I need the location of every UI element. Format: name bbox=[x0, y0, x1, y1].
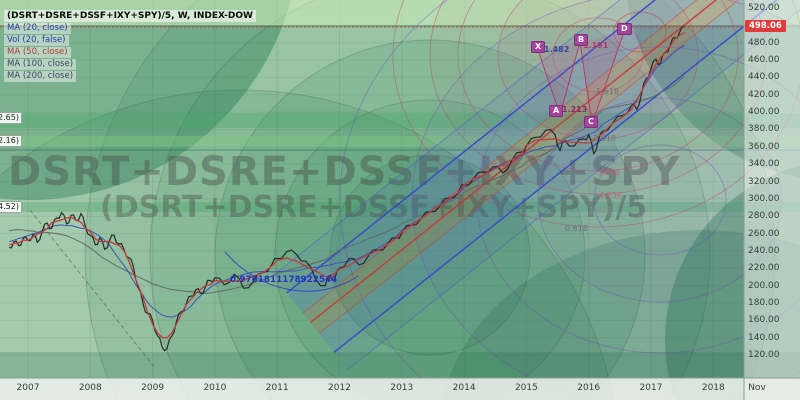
price-label: 280.00 bbox=[748, 211, 780, 222]
time-label: Nov bbox=[748, 383, 766, 393]
fib-band-3[interactable] bbox=[0, 202, 800, 212]
bg-ellipse-bottom bbox=[443, 230, 800, 400]
grid-lines bbox=[0, 0, 744, 378]
bottom-band bbox=[0, 352, 800, 378]
xabcd-pattern[interactable] bbox=[537, 31, 625, 125]
price-axis[interactable]: 520.00500.00480.00460.00440.00420.00400.… bbox=[744, 0, 800, 378]
time-label: 2018 bbox=[701, 383, 725, 393]
point-label-A[interactable]: A bbox=[549, 105, 564, 117]
price-label: 160.00 bbox=[748, 315, 780, 326]
price-label: 420.00 bbox=[748, 89, 780, 100]
time-label: 2009 bbox=[141, 383, 165, 393]
fib-band-1[interactable] bbox=[0, 113, 800, 128]
left-level-label[interactable]: 2.16) bbox=[0, 135, 22, 148]
fib-level-label[interactable]: 1.618 bbox=[596, 87, 619, 96]
price-label: 520.00 bbox=[748, 3, 780, 13]
time-label: 2017 bbox=[639, 383, 663, 393]
price-label: 340.00 bbox=[748, 159, 780, 170]
price-axis-strip bbox=[744, 0, 800, 400]
time-label: 2013 bbox=[390, 383, 414, 393]
legend: (DSRT+DSRE+DSSF+IXY+SPY)/5, W, INDEX-DOW… bbox=[4, 3, 256, 83]
time-label: 2011 bbox=[265, 383, 289, 393]
price-label: 480.00 bbox=[748, 37, 780, 48]
fib-band-2[interactable] bbox=[0, 136, 800, 147]
price-label: 240.00 bbox=[748, 245, 780, 256]
time-label: 2014 bbox=[452, 383, 476, 393]
indicator-label[interactable]: MA (20, close) bbox=[4, 23, 71, 35]
channel-value-label[interactable]: 0.9761811178922544 bbox=[230, 275, 338, 285]
time-label: 2007 bbox=[16, 383, 40, 393]
point-label-C[interactable]: C bbox=[584, 116, 598, 128]
pitchfork-channel[interactable] bbox=[272, 0, 800, 370]
price-label: 300.00 bbox=[748, 193, 780, 204]
price-label: 400.00 bbox=[748, 107, 780, 118]
indicator-label[interactable]: MA (100, close) bbox=[4, 59, 77, 71]
time-axis[interactable]: 2007 2008 2009 2010 2011 2012 2013 2014 2015 2016… bbox=[0, 378, 800, 400]
fib-level-label[interactable]: 3.618 bbox=[597, 168, 620, 177]
left-level-label[interactable]: 4.52) bbox=[0, 201, 22, 214]
price-label: 320.00 bbox=[748, 176, 780, 187]
point-label-B[interactable]: B bbox=[574, 34, 589, 46]
time-label: 2008 bbox=[78, 383, 102, 393]
fib-level-label[interactable]: 2.618 bbox=[593, 134, 616, 143]
time-label: 2010 bbox=[203, 383, 227, 393]
trend-line-dashed[interactable] bbox=[29, 209, 156, 369]
price-label: 260.00 bbox=[748, 228, 780, 239]
price-label: 120.00 bbox=[748, 350, 780, 360]
time-label: 2016 bbox=[577, 383, 601, 393]
fib-level-label[interactable]: 1.618 bbox=[589, 206, 612, 215]
indicator-label[interactable]: MA (200, close) bbox=[4, 71, 77, 83]
ratio-label[interactable]: 1.191 bbox=[583, 41, 609, 50]
price-label: 440.00 bbox=[748, 72, 780, 83]
indicator-label[interactable]: MA (50, close) bbox=[4, 47, 71, 59]
watermark-line1: DSRT+DSRE+DSSF+IXY+SPY bbox=[8, 149, 681, 195]
price-label: 380.00 bbox=[748, 124, 780, 135]
ratio-label[interactable]: 1.482 bbox=[544, 45, 570, 54]
price-label: 460.00 bbox=[748, 55, 780, 66]
price-label: 200.00 bbox=[748, 280, 780, 291]
price-label: 140.00 bbox=[748, 332, 780, 343]
indicator-legend: MA (20, close) Vol (20, false) MA (50, clo… bbox=[4, 23, 256, 83]
indicator-label[interactable]: Vol (20, false) bbox=[4, 35, 69, 47]
bg-circle-topleft bbox=[0, 0, 291, 200]
price-label: 220.00 bbox=[748, 263, 780, 274]
symbol-title[interactable]: (DSRT+DSRE+DSSF+IXY+SPY)/5, W, INDEX-DOW bbox=[4, 10, 256, 22]
point-label-D[interactable]: D bbox=[617, 23, 632, 35]
point-label-X[interactable]: X bbox=[531, 41, 546, 53]
time-label: 2015 bbox=[514, 383, 538, 393]
fib-level-label[interactable]: 4.236 bbox=[599, 191, 622, 200]
time-label: 2012 bbox=[328, 383, 351, 393]
price-label: 180.00 bbox=[748, 297, 780, 308]
time-axis-strip bbox=[0, 378, 800, 400]
ratio-label[interactable]: 1.213 bbox=[562, 105, 588, 114]
blue-arc-line[interactable] bbox=[224, 251, 359, 292]
fib-level-label[interactable]: 0.618 bbox=[565, 224, 588, 233]
last-price-badge: 498.06 bbox=[745, 20, 786, 32]
fib-ellipses-purple[interactable] bbox=[339, 0, 800, 400]
left-level-label[interactable]: 2.65) bbox=[0, 112, 22, 125]
price-label: 360.00 bbox=[748, 141, 780, 152]
